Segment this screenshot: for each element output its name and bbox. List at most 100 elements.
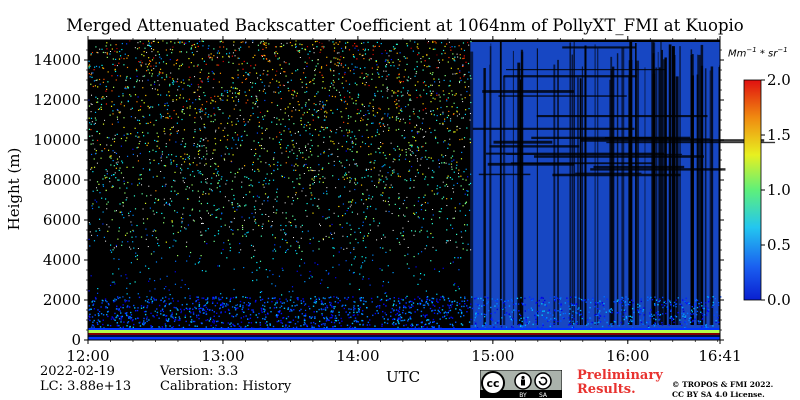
noise-speck	[232, 229, 234, 231]
noise-speck	[361, 135, 363, 137]
noise-speck	[188, 98, 191, 100]
high-speck	[137, 248, 139, 250]
aerosol-speck	[524, 297, 526, 300]
aerosol-speck	[212, 327, 214, 329]
aerosol-speck	[136, 309, 139, 312]
aerosol-speck	[97, 309, 99, 311]
aerosol-speck	[104, 307, 107, 309]
aerosol-speck	[344, 297, 346, 299]
noise-speck	[118, 227, 121, 229]
noise-speck	[418, 117, 420, 119]
noise-speck	[98, 218, 101, 220]
noise-speck	[298, 150, 300, 152]
aerosol-speck	[293, 308, 295, 311]
noise-speck	[330, 232, 332, 234]
noise-speck	[402, 81, 404, 83]
noise-speck	[432, 176, 434, 179]
aerosol-speck	[578, 307, 580, 309]
noise-speck	[180, 51, 183, 53]
aerosol-speck	[163, 314, 166, 316]
noise-speck	[281, 175, 283, 177]
noise-speck	[382, 234, 385, 236]
aerosol-speck	[429, 321, 431, 323]
aerosol-speck	[513, 303, 515, 306]
aerosol-speck	[212, 319, 215, 321]
noise-speck	[305, 83, 307, 85]
aerosol-speck	[490, 312, 492, 315]
high-speck	[319, 223, 321, 225]
noise-speck	[425, 245, 428, 247]
noise-speck	[323, 119, 325, 121]
aerosol-speck	[316, 310, 318, 313]
cirrus-streak	[483, 68, 486, 326]
aerosol-speck	[654, 296, 656, 298]
aerosol-speck	[689, 303, 691, 305]
noise-speck	[282, 118, 284, 120]
noise-speck	[364, 260, 366, 262]
aerosol-speck	[117, 297, 119, 300]
noise-speck	[252, 161, 254, 164]
noise-speck	[116, 116, 119, 118]
aerosol-speck	[282, 325, 284, 327]
noise-speck	[360, 267, 362, 269]
noise-speck	[226, 122, 229, 124]
high-speck	[169, 48, 171, 50]
noise-speck	[299, 177, 301, 179]
noise-speck	[360, 42, 363, 44]
cirrus-band	[478, 173, 531, 176]
noise-speck	[439, 96, 441, 98]
noise-speck	[105, 189, 107, 192]
noise-speck	[362, 221, 364, 223]
noise-speck	[382, 192, 384, 194]
high-speck	[320, 225, 322, 227]
noise-speck	[340, 247, 342, 249]
noise-speck	[228, 153, 230, 155]
noise-speck	[104, 175, 106, 177]
noise-speck	[135, 236, 137, 238]
high-speck	[460, 94, 462, 96]
noise-speck	[311, 59, 313, 62]
noise-speck	[334, 96, 336, 98]
aerosol-speck	[407, 318, 410, 321]
aerosol-speck	[629, 320, 631, 323]
noise-speck	[227, 117, 230, 119]
aerosol-speck	[377, 312, 380, 314]
noise-speck	[450, 224, 452, 226]
noise-speck	[146, 66, 149, 68]
aerosol-speck	[531, 309, 534, 311]
aerosol-speck	[438, 326, 440, 328]
noise-speck	[239, 242, 241, 245]
noise-speck	[102, 123, 105, 125]
high-speck	[425, 131, 427, 133]
noise-speck	[410, 47, 412, 49]
noise-speck	[184, 177, 186, 179]
aerosol-speck	[428, 322, 430, 325]
noise-speck	[357, 49, 359, 51]
noise-speck	[208, 114, 210, 116]
high-speck	[105, 240, 107, 242]
noise-speck	[453, 59, 455, 61]
high-speck	[324, 115, 326, 117]
noise-speck	[261, 213, 263, 216]
noise-speck	[447, 114, 450, 117]
noise-speck	[370, 168, 372, 170]
noise-speck	[430, 157, 432, 159]
x-axis-label: UTC	[386, 368, 421, 386]
noise-speck	[428, 86, 430, 88]
high-speck	[379, 170, 381, 172]
noise-speck	[282, 229, 285, 231]
aerosol-speck	[128, 300, 130, 302]
noise-speck	[193, 144, 195, 147]
aerosol-speck	[657, 300, 659, 303]
cirrus-streak	[628, 76, 631, 325]
aerosol-speck	[661, 296, 664, 299]
noise-speck	[296, 240, 298, 242]
noise-speck	[188, 158, 190, 160]
noise-speck	[211, 59, 213, 61]
noise-speck	[299, 134, 301, 136]
noise-speck	[96, 98, 99, 100]
aerosol-speck	[115, 316, 117, 319]
aerosol-speck	[510, 298, 513, 301]
noise-speck	[252, 113, 254, 115]
aerosol-speck	[173, 320, 176, 323]
